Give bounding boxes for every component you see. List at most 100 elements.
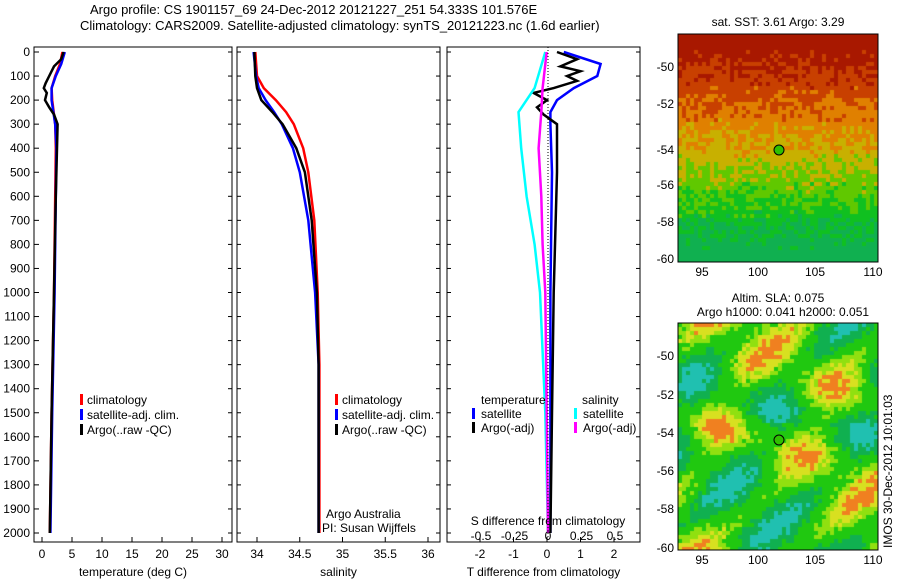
y-tick-label: 1800: [3, 478, 30, 492]
legend-swatch: [472, 408, 475, 419]
x-tick-label: 10: [95, 547, 109, 561]
map-x-tick-label: 105: [805, 265, 825, 279]
legend-label: satellite-adj. clim.: [87, 408, 179, 422]
map-x-tick-label: 105: [805, 553, 825, 567]
series-argo-raw-qc-: [42, 51, 65, 534]
legend-label: satellite-adj. clim.: [342, 408, 434, 422]
series-s-satellite: [517, 51, 550, 534]
x2-tick-label: 0.5: [607, 529, 624, 543]
map-y-tick-label: -56: [657, 178, 675, 192]
y-tick-label: 300: [10, 117, 30, 131]
x-tick-label: 1: [577, 547, 584, 561]
sla-map-subtitle: Argo h1000: 0.041 h2000: 0.051: [697, 305, 869, 319]
map-frame: [677, 33, 879, 263]
legend-swatch: [574, 408, 577, 419]
annotation: Argo Australia: [326, 507, 401, 521]
map-y-tick-label: -52: [657, 388, 675, 402]
legend-title: temperature: [481, 393, 546, 407]
legend-swatch: [335, 424, 338, 435]
legend-swatch: [335, 394, 338, 405]
plot-frame-temperature: [33, 46, 233, 543]
legend-swatch: [574, 422, 577, 433]
map-frame: [677, 322, 879, 551]
map-y-tick-label: -58: [657, 502, 675, 516]
legend-label: Argo(-adj): [481, 421, 534, 435]
x-tick-label: 5: [69, 547, 76, 561]
y-tick-label: 1100: [4, 310, 30, 324]
x-tick-label: 25: [185, 547, 199, 561]
legend-swatch: [80, 409, 83, 420]
x-tick-label: 20: [155, 547, 169, 561]
x-tick-label: -2: [475, 547, 486, 561]
legend-label: Argo(..raw -QC): [342, 423, 427, 437]
map-x-tick-label: 100: [748, 553, 768, 567]
x-tick-label: 0: [544, 547, 551, 561]
series-t-argo-adj-: [530, 50, 585, 534]
series-s-argo-adj-: [537, 51, 550, 534]
map-x-tick-label: 95: [695, 265, 709, 279]
x-axis-label: temperature (deg C): [79, 565, 187, 579]
map-x-tick-label: 100: [748, 265, 768, 279]
x-tick-label: 30: [215, 547, 229, 561]
x2-tick-label: 0.25: [570, 529, 594, 543]
plot-frame-salinity: [236, 46, 441, 543]
series-argo-raw-qc-: [253, 51, 320, 533]
map-x-tick-label: 110: [863, 553, 882, 567]
y-tick-label: 100: [10, 69, 30, 83]
map-y-tick-label: -58: [657, 215, 675, 229]
series-t-satellite: [549, 50, 603, 533]
map-y-tick-label: -60: [657, 541, 675, 555]
map-y-tick-label: -50: [657, 60, 675, 74]
series-satellite-adj-clim-: [252, 51, 320, 533]
y-tick-label: 0: [23, 45, 30, 59]
legend-label: satellite: [481, 407, 522, 421]
title-line2: Climatology: CARS2009. Satellite-adjuste…: [80, 18, 600, 33]
annotation: PI: Susan Wijffels: [322, 521, 416, 535]
sst-map-title: sat. SST: 3.61 Argo: 3.29: [712, 15, 845, 29]
y-tick-label: 1300: [3, 358, 30, 372]
argo-position-marker: [773, 144, 785, 156]
y-tick-label: 1600: [3, 430, 30, 444]
x-tick-label: 2: [611, 547, 618, 561]
y-tick-label: 1900: [3, 502, 30, 516]
x-tick-label: 0: [39, 547, 46, 561]
x-tick-label: 34.5: [288, 547, 312, 561]
y-tick-label: 900: [10, 261, 30, 275]
legend-swatch: [80, 424, 83, 435]
y-tick-label: 1200: [3, 334, 30, 348]
y-tick-label: 800: [10, 237, 30, 251]
legend-swatch: [472, 422, 475, 433]
x2-tick-label: -0.25: [501, 529, 529, 543]
legend-label: Argo(-adj): [583, 421, 636, 435]
map-y-tick-label: -54: [657, 426, 675, 440]
y-tick-label: 700: [10, 213, 30, 227]
x-tick-label: 36: [421, 547, 435, 561]
y-tick-label: 1400: [3, 382, 30, 396]
legend-label: climatology: [342, 393, 402, 407]
map-y-tick-label: -50: [657, 349, 675, 363]
map-y-tick-label: -56: [657, 464, 675, 478]
map-y-tick-label: -60: [657, 252, 675, 266]
legend-title: salinity: [582, 393, 619, 407]
x-axis-label: salinity: [320, 565, 357, 579]
x2-tick-label: -0.5: [471, 529, 492, 543]
y-tick-label: 600: [10, 189, 30, 203]
legend-swatch: [80, 394, 83, 405]
y-tick-label: 1700: [3, 454, 30, 468]
map-y-tick-label: -52: [657, 97, 675, 111]
timestamp-stamp: IMOS 30-Dec-2012 10:01:03: [881, 394, 895, 548]
x2-tick-label: 0: [545, 529, 552, 543]
title-line1: Argo profile: CS 1901157_69 24-Dec-2012 …: [90, 2, 538, 17]
x-tick-label: 35: [336, 547, 350, 561]
y-tick-label: 500: [10, 165, 30, 179]
x2-axis-label: S difference from climatology: [471, 514, 626, 528]
sla-map-title: Altim. SLA: 0.075: [732, 291, 825, 305]
legend-label: Argo(..raw -QC): [87, 423, 172, 437]
y-tick-label: 1000: [3, 286, 30, 300]
y-tick-label: 200: [10, 93, 30, 107]
plot-frame-difference: [446, 46, 641, 543]
y-tick-label: 400: [10, 141, 30, 155]
legend-label: satellite: [583, 407, 624, 421]
